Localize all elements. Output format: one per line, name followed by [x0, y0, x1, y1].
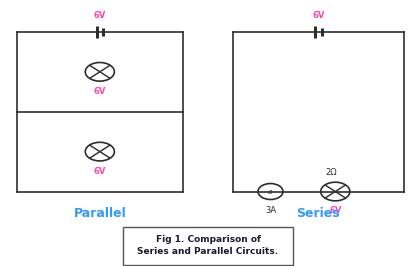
Text: Fig 1. Comparison of: Fig 1. Comparison of [156, 235, 260, 244]
Text: 6V: 6V [94, 167, 106, 176]
Text: 6V: 6V [94, 87, 106, 96]
Text: 6V: 6V [94, 11, 106, 20]
Text: 3A: 3A [265, 206, 276, 215]
Text: Parallel: Parallel [74, 207, 126, 221]
Text: 6V: 6V [329, 206, 342, 215]
Text: 2Ω: 2Ω [325, 168, 337, 177]
Text: Series and Parallel Circuits.: Series and Parallel Circuits. [137, 247, 279, 256]
Text: Series: Series [297, 207, 340, 221]
FancyBboxPatch shape [123, 227, 293, 265]
Text: 6V: 6V [312, 11, 324, 20]
Text: a: a [268, 188, 273, 196]
